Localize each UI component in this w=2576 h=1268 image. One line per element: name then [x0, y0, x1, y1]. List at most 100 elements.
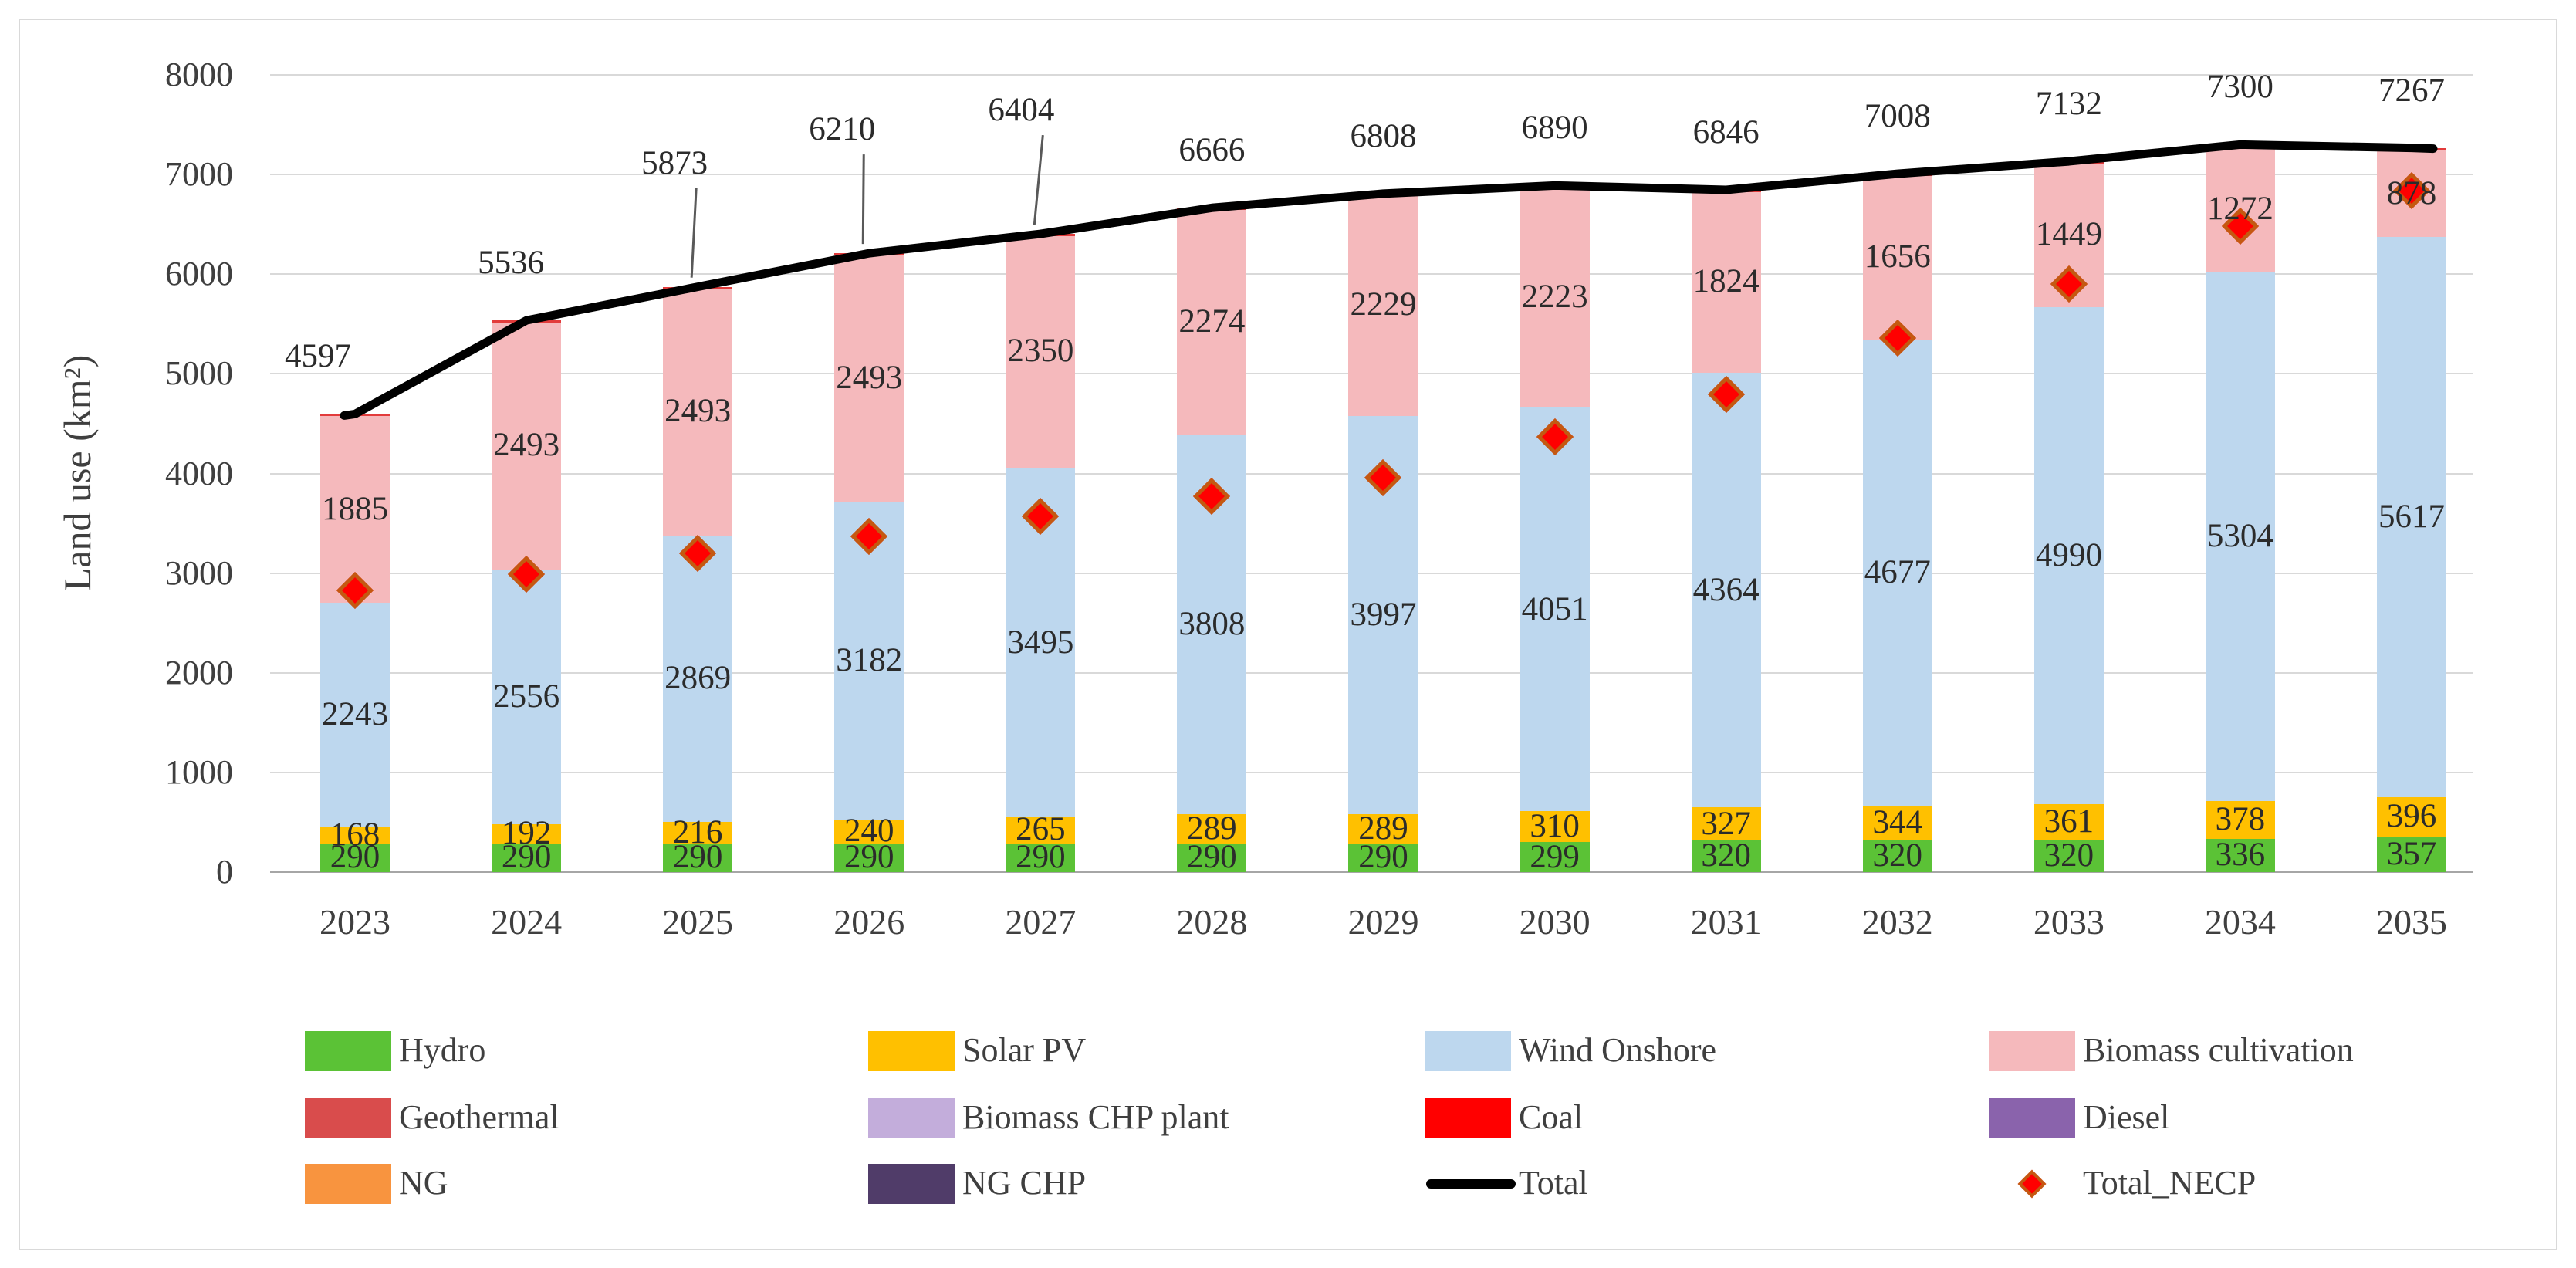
x-tick-label-2033: 2033 — [2033, 902, 2104, 942]
legend-label: Solar PV — [962, 1031, 1087, 1069]
bar-2029-solar-pv — [1348, 814, 1418, 844]
bar-2028-solar-pv — [1177, 814, 1247, 844]
legend-label: NG CHP — [962, 1164, 1087, 1202]
legend-label: Hydro — [399, 1031, 486, 1069]
bar-2026-wind-onshore — [834, 502, 904, 820]
label-2026-hydro: 290 — [843, 839, 894, 876]
y-tick-label: 7000 — [165, 155, 233, 194]
label-2029-solar-pv: 289 — [1358, 810, 1408, 847]
label-total-2032: 7008 — [1864, 98, 1931, 135]
bar-2028-minor-technologies-cap — [1177, 208, 1247, 211]
label-2026-biomass-cultivation: 2493 — [836, 359, 903, 396]
legend-label: Total — [1519, 1164, 1588, 1202]
bar-2032-minor-technologies-cap — [1862, 174, 1932, 177]
bar-2034-minor-technologies-cap — [2205, 144, 2275, 147]
label-2032-solar-pv: 344 — [1872, 804, 1922, 841]
bar-2024-wind-onshore — [492, 569, 562, 824]
label-2028-wind-onshore: 3808 — [1178, 606, 1246, 643]
x-tick-label-2027: 2027 — [1005, 902, 1077, 942]
legend-label: Diesel — [2083, 1098, 2170, 1136]
label-2024-biomass-cultivation: 2493 — [493, 426, 560, 463]
legend-swatch-rect — [1989, 1031, 2075, 1071]
label-2027-biomass-cultivation: 2350 — [1007, 333, 1074, 370]
x-tick-label-2028: 2028 — [1176, 902, 1248, 942]
legend-swatch-rect — [305, 1164, 391, 1204]
label-total-2029: 6808 — [1350, 117, 1417, 154]
label-total-2027: 6404 — [988, 92, 1055, 129]
bar-2026-hydro — [834, 843, 904, 872]
x-tick-label-2031: 2031 — [1690, 902, 1762, 942]
label-2030-biomass-cultivation: 2223 — [1521, 278, 1588, 315]
bar-2035-solar-pv — [2376, 796, 2446, 837]
label-2035-solar-pv: 396 — [2386, 798, 2437, 835]
x-tick-label-2030: 2030 — [1519, 902, 1591, 942]
legend-swatch-line — [1426, 1179, 1516, 1189]
label-2031-solar-pv: 327 — [1701, 805, 1751, 842]
label-2032-wind-onshore: 4677 — [1864, 554, 1931, 591]
bar-2024-minor-technologies-cap — [492, 320, 562, 323]
x-tick-label-2029: 2029 — [1347, 902, 1419, 942]
label-2034-hydro: 336 — [2215, 837, 2266, 874]
bar-2024-hydro — [492, 843, 562, 872]
bar-2033-hydro — [2033, 840, 2104, 872]
label-2029-hydro: 290 — [1358, 839, 1408, 876]
bar-2026-minor-technologies-cap — [834, 253, 904, 256]
x-tick-label-2025: 2025 — [662, 902, 734, 942]
bar-2033-minor-technologies-cap — [2033, 161, 2104, 164]
legend-label: Biomass cultivation — [2083, 1031, 2354, 1069]
gridline-0 — [270, 871, 2473, 873]
y-tick-label: 6000 — [165, 255, 233, 293]
bar-2030-hydro — [1520, 842, 1590, 872]
bar-2030-minor-technologies-cap — [1520, 185, 1590, 188]
label-2027-wind-onshore: 3495 — [1007, 624, 1074, 661]
x-tick-label-2024: 2024 — [491, 902, 563, 942]
bar-2028-hydro — [1177, 843, 1247, 872]
y-tick-label: 2000 — [165, 653, 233, 691]
label-total-2025: 5873 — [641, 144, 708, 181]
label-2033-solar-pv: 361 — [2044, 803, 2094, 840]
label-2029-wind-onshore: 3997 — [1350, 597, 1417, 634]
bar-2025-minor-technologies-cap — [663, 286, 733, 289]
bar-2034-hydro — [2205, 838, 2275, 872]
x-tick-label-2034: 2034 — [2204, 902, 2276, 942]
y-axis-title: Land use (km²) — [56, 354, 99, 592]
legend-label: Total_NECP — [2083, 1164, 2257, 1202]
y-tick-label: 5000 — [165, 354, 233, 393]
label-2028-solar-pv: 289 — [1187, 810, 1237, 847]
legend-label: Biomass CHP plant — [962, 1098, 1229, 1136]
label-total-2033: 7132 — [2035, 86, 2102, 123]
y-tick-label: 0 — [216, 853, 233, 891]
bar-2031-wind-onshore — [1691, 372, 1761, 808]
bar-2031-hydro — [1691, 840, 1761, 872]
label-2027-hydro: 290 — [1016, 839, 1066, 876]
label-2029-biomass-cultivation: 2229 — [1350, 286, 1417, 323]
legend-label: Coal — [1519, 1098, 1584, 1136]
label-2034-solar-pv: 378 — [2215, 801, 2266, 838]
legend-label: Wind Onshore — [1519, 1031, 1717, 1069]
label-total-2034: 7300 — [2206, 69, 2273, 106]
label-2035-hydro: 357 — [2386, 835, 2437, 872]
x-tick-label-2023: 2023 — [319, 902, 390, 942]
legend-swatch-rect — [305, 1031, 391, 1071]
label-total-2024: 5536 — [478, 245, 545, 282]
y-tick-label: 1000 — [165, 752, 233, 791]
y-tick-label: 3000 — [165, 553, 233, 592]
legend-label: NG — [399, 1164, 448, 1202]
label-2024-solar-pv: 192 — [501, 815, 552, 852]
label-2025-solar-pv: 216 — [672, 813, 723, 850]
legend-label: Geothermal — [399, 1098, 559, 1136]
bar-2033-solar-pv — [2033, 804, 2104, 840]
bar-2024-solar-pv — [492, 823, 562, 844]
legend-swatch-rect — [1989, 1098, 2075, 1138]
bar-2030-wind-onshore — [1520, 407, 1590, 812]
label-2025-hydro: 290 — [672, 839, 723, 876]
label-2025-biomass-cultivation: 2493 — [664, 393, 732, 430]
label-2032-biomass-cultivation: 1656 — [1864, 238, 1931, 276]
bar-2025-solar-pv — [663, 821, 733, 844]
label-2030-wind-onshore: 4051 — [1521, 590, 1588, 627]
label-total-2023: 4597 — [285, 338, 351, 375]
label-2026-wind-onshore: 3182 — [836, 642, 903, 679]
label-2031-hydro: 320 — [1701, 837, 1751, 874]
bar-2027-minor-technologies-cap — [1006, 234, 1076, 237]
bar-2023-wind-onshore — [320, 603, 390, 827]
